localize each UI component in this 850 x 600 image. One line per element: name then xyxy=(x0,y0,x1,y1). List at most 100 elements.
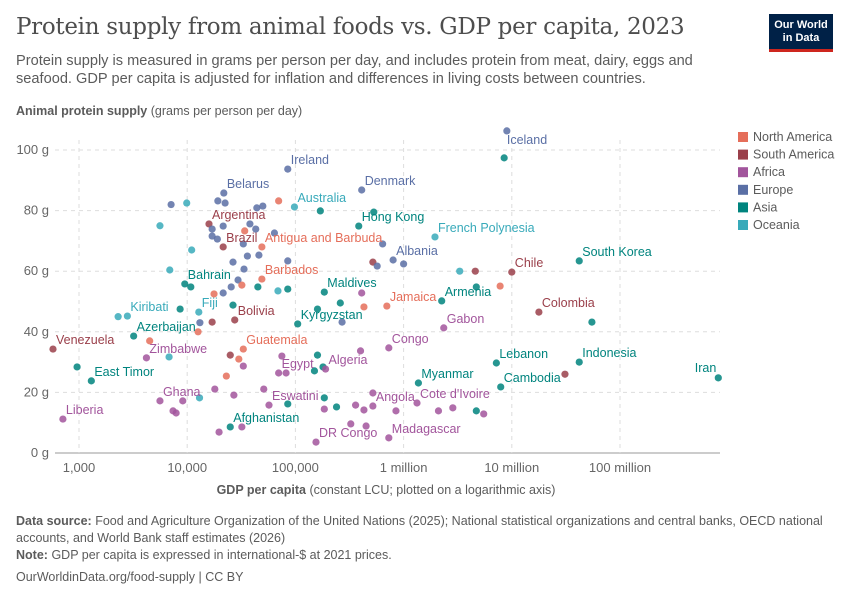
data-point xyxy=(310,367,319,375)
data-point xyxy=(258,243,266,251)
legend-item: Asia xyxy=(753,200,777,214)
data-point xyxy=(130,332,138,340)
point-label: Kyrgyzstan xyxy=(301,308,363,322)
point-label: Afghanistan xyxy=(233,411,299,425)
data-point xyxy=(156,222,164,230)
x-tick-label: 1,000 xyxy=(63,460,96,475)
point-label: Armenia xyxy=(445,285,492,299)
data-point xyxy=(219,222,227,230)
point-label: Maldives xyxy=(327,276,376,290)
x-tick-label: 100,000 xyxy=(272,460,319,475)
data-point xyxy=(59,415,67,423)
data-point xyxy=(165,353,173,361)
data-point xyxy=(369,389,377,397)
point-labels: Venezuela Liberia East Timor Kiribati Azerba… xyxy=(56,133,716,440)
data-point xyxy=(230,391,238,399)
y-axis-label-rest: (grams per person per day) xyxy=(151,104,302,118)
y-tick-label: 100 g xyxy=(16,142,49,157)
point-label: Cambodia xyxy=(504,371,561,385)
legend-item: North America xyxy=(753,130,832,144)
data-point xyxy=(73,363,81,371)
data-point xyxy=(480,410,488,418)
legend-swatch xyxy=(738,220,748,230)
data-point xyxy=(278,352,286,360)
data-point xyxy=(385,344,393,352)
point-label: Egypt xyxy=(282,357,314,371)
data-point xyxy=(183,199,191,207)
data-point xyxy=(259,202,267,210)
data-point xyxy=(213,235,221,243)
data-point xyxy=(205,220,213,228)
point-label: Venezuela xyxy=(56,333,114,347)
y-axis-label-bold: Animal protein supply xyxy=(16,104,147,118)
data-point xyxy=(156,397,164,405)
data-point xyxy=(492,359,500,367)
source-url[interactable]: OurWorldinData.org/food-supply | CC BY xyxy=(16,570,244,584)
data-point xyxy=(431,233,439,241)
point-label: Antigua and Barbuda xyxy=(265,231,383,245)
legend-swatch xyxy=(738,202,748,213)
data-point xyxy=(146,337,154,345)
point-label: East Timor xyxy=(94,365,154,379)
data-point xyxy=(347,420,355,428)
data-point xyxy=(284,400,292,408)
x-tick-label: 1 million xyxy=(380,460,428,475)
point-label: Iran xyxy=(695,361,717,375)
data-point xyxy=(239,362,247,370)
data-point xyxy=(358,186,366,194)
data-point xyxy=(87,377,95,385)
data-point xyxy=(211,385,219,393)
point-label: Myanmar xyxy=(421,367,473,381)
point-label: Bolivia xyxy=(238,304,275,318)
data-point xyxy=(383,302,391,310)
point-label: Congo xyxy=(392,332,429,346)
data-point xyxy=(332,403,341,411)
data-point xyxy=(413,399,421,407)
data-point xyxy=(312,438,320,446)
point-label: Ghana xyxy=(163,385,201,399)
data-point xyxy=(176,305,184,313)
data-point xyxy=(392,407,400,415)
point-label: Eswatini xyxy=(272,389,319,403)
data-point xyxy=(167,200,175,209)
data-point xyxy=(208,232,216,240)
data-point xyxy=(260,385,268,393)
data-point xyxy=(320,288,328,296)
point-label: Algeria xyxy=(329,353,368,367)
data-point xyxy=(400,260,408,268)
data-point xyxy=(321,365,330,373)
data-point xyxy=(142,354,151,362)
point-label: Jamaica xyxy=(390,290,437,304)
data-point xyxy=(181,280,189,288)
data-point xyxy=(284,257,292,265)
y-axis-label: Animal protein supply (grams per person … xyxy=(16,104,302,118)
data-point xyxy=(336,299,344,307)
data-point xyxy=(320,394,328,402)
x-tick-label: 10,000 xyxy=(167,460,207,475)
point-label: Colombia xyxy=(542,296,595,310)
data-point xyxy=(172,409,180,417)
data-point xyxy=(500,154,508,162)
data-point xyxy=(210,290,218,298)
data-point xyxy=(221,199,229,207)
point-label: Azerbaijan xyxy=(137,320,196,334)
data-point xyxy=(369,402,377,410)
data-point xyxy=(714,374,722,382)
owid-logo[interactable]: Our World in Data xyxy=(769,14,833,52)
x-tick-label: 10 million xyxy=(484,460,539,475)
data-point xyxy=(471,267,479,275)
data-point xyxy=(496,282,504,290)
point-label: Angola xyxy=(376,390,415,404)
data-point xyxy=(114,313,122,321)
data-point xyxy=(229,258,237,266)
data-point xyxy=(338,318,346,326)
point-label: Belarus xyxy=(227,177,269,191)
point-label: Hong Kong xyxy=(362,210,425,224)
data-point xyxy=(440,324,448,332)
data-point xyxy=(316,207,324,215)
data-point xyxy=(275,197,283,205)
point-label: Denmark xyxy=(365,174,416,188)
legend-swatch xyxy=(738,132,748,142)
point-label: Liberia xyxy=(66,403,104,417)
point-label: French Polynesia xyxy=(438,221,535,235)
